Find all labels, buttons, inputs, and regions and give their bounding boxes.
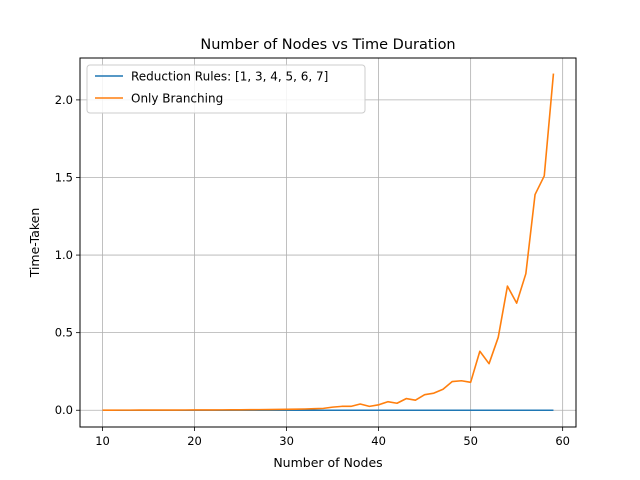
series-lines: [102, 73, 555, 412]
y-tick-label: 0.0: [55, 403, 73, 417]
x-axis-label: Number of Nodes: [273, 455, 382, 470]
y-tick-label: 1.0: [55, 248, 73, 262]
x-tick-label: 10: [95, 434, 110, 448]
y-tick-label: 0.5: [55, 326, 73, 340]
series-line-1: [102, 73, 555, 411]
x-tick-label: 60: [555, 434, 570, 448]
chart-title: Number of Nodes vs Time Duration: [200, 37, 455, 53]
y-tick-label: 1.5: [55, 170, 73, 184]
x-tick-label: 40: [371, 434, 386, 448]
axis-ticks: 10 20 30 40 50 60 0.0 0.5 1.0 1.5 2.0: [55, 93, 570, 448]
x-tick-label: 20: [187, 434, 202, 448]
legend-label-1: Only Branching: [131, 92, 223, 106]
plot-frame: [79, 57, 577, 428]
legend-label-0: Reduction Rules: [1, 3, 4, 5, 6, 7]: [131, 70, 328, 84]
legend: Reduction Rules: [1, 3, 4, 5, 6, 7] Only …: [86, 64, 366, 114]
x-tick-label: 30: [279, 434, 294, 448]
y-axis-label: Time-Taken: [27, 208, 42, 279]
x-tick-label: 50: [463, 434, 478, 448]
legend-box: [86, 64, 366, 114]
y-tick-label: 2.0: [55, 93, 73, 107]
